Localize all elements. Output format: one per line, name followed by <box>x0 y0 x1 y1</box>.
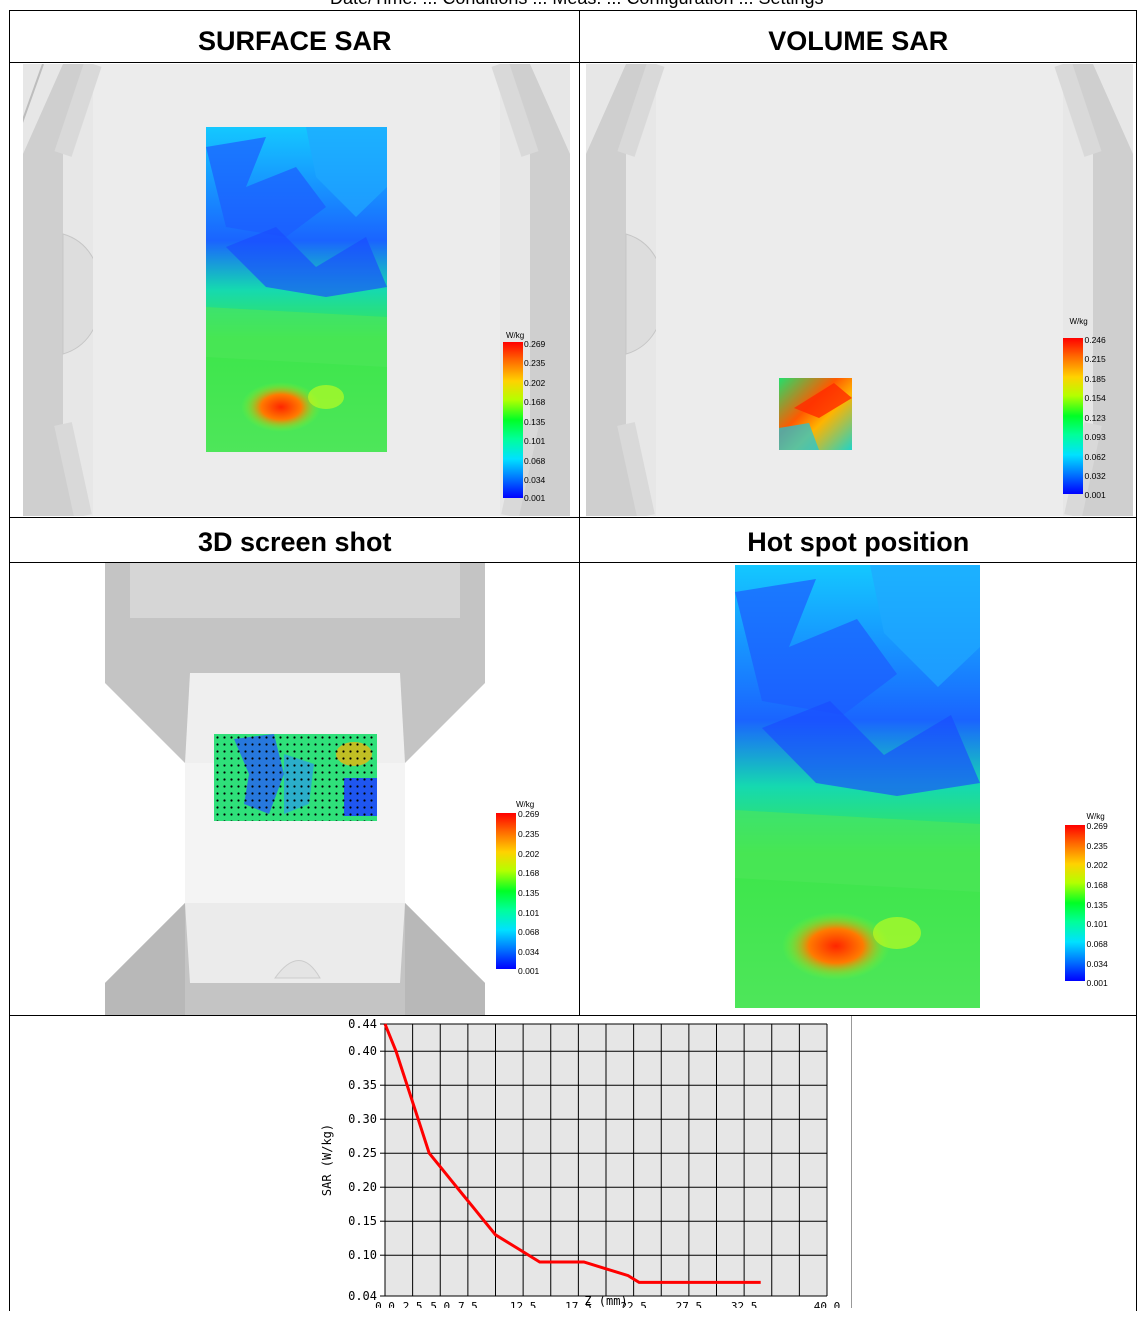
screenshot-tick-4: 0.135 <box>518 888 540 898</box>
hotspot-cell: W/kg 0.269 0.235 0.202 0.168 0.135 0.101… <box>579 562 1137 1016</box>
hotspot-sar-map <box>735 565 981 1008</box>
y-tick-label: 0.20 <box>348 1180 377 1194</box>
surface-tick-0: 0.269 <box>524 339 546 349</box>
hotspot-tick-5: 0.101 <box>1086 919 1108 929</box>
hotspot-tick-6: 0.068 <box>1086 939 1108 949</box>
screenshot-title: 3D screen shot <box>197 527 392 557</box>
header-surface: SURFACE SAR <box>8 10 581 63</box>
surface-title: SURFACE SAR <box>197 26 392 56</box>
screenshot-tick-1: 0.235 <box>518 829 540 839</box>
x-tick-label: 32.5 <box>731 1300 758 1308</box>
top-fragment: Date/Time: ... Conditions ... Meas. ... … <box>330 0 824 8</box>
screenshot-colorbar <box>496 813 516 969</box>
volume-tick-8: 0.001 <box>1084 490 1106 500</box>
x-tick-label: 7.5 <box>458 1300 478 1308</box>
surface-sar-map <box>206 127 387 452</box>
grid-lines <box>384 1023 828 1297</box>
x-tick-label: 40.0 <box>814 1300 841 1308</box>
volume-tick-0: 0.246 <box>1084 335 1106 345</box>
volume-title: VOLUME SAR <box>768 26 949 56</box>
volume-tick-5: 0.093 <box>1084 432 1106 442</box>
sar-curve <box>383 1023 761 1284</box>
header-hotspot: Hot spot position <box>579 517 1137 563</box>
top-cut-text: Date/Time: ... Conditions ... Meas. ... … <box>0 0 1137 8</box>
hotspot-title: Hot spot position <box>747 527 970 557</box>
surface-tick-2: 0.202 <box>524 378 546 388</box>
screenshot-tick-2: 0.202 <box>518 849 540 859</box>
volume-tick-3: 0.154 <box>1084 393 1106 403</box>
screenshot-sar-map <box>214 734 377 821</box>
y-tick-label: 0.04 <box>348 1289 377 1303</box>
screenshot-tick-6: 0.068 <box>518 927 540 937</box>
header-screenshot: 3D screen shot <box>8 517 581 563</box>
y-tick-label: 0.35 <box>348 1078 377 1092</box>
screenshot-tick-7: 0.034 <box>518 947 540 957</box>
hotspot-tick-7: 0.034 <box>1086 959 1108 969</box>
volume-tick-1: 0.215 <box>1084 354 1106 364</box>
x-axis-label: Z (mm) <box>584 1294 627 1308</box>
hotspot-tick-4: 0.135 <box>1086 900 1108 910</box>
y-tick-label: 0.44 <box>348 1017 377 1031</box>
x-tick-label: 12.5 <box>510 1300 537 1308</box>
volume-tick-7: 0.032 <box>1084 471 1106 481</box>
phantom-frame <box>586 63 1134 517</box>
zscan-cell: 0.44 0.40 0.35 0.30 0.25 0.20 0.15 0.10 0.04 0.0… <box>9 1015 1137 1313</box>
y-tick-label: 0.25 <box>348 1146 377 1160</box>
screenshot-cell: W/kg 0.269 0.235 0.202 0.168 0.135 0.101… <box>8 562 581 1016</box>
y-tick-labels: 0.44 0.40 0.35 0.30 0.25 0.20 0.15 0.10 0.04 <box>348 1017 385 1303</box>
screenshot-tick-8: 0.001 <box>518 966 540 976</box>
hotspot-tick-0: 0.269 <box>1086 821 1108 831</box>
zscan-panel: 0.44 0.40 0.35 0.30 0.25 0.20 0.15 0.10 0.04 0.0… <box>10 1016 1136 1313</box>
volume-panel: W/kg 0.246 0.215 0.185 0.154 0.123 0.093… <box>580 63 1136 517</box>
screenshot-tick-5: 0.101 <box>518 908 540 918</box>
phantom-background: W/kg 0.269 0.235 0.202 0.168 0.135 0.101… <box>17 63 570 517</box>
report-table: SURFACE SAR VOLUME SAR <box>8 10 1137 1313</box>
phantom-frame <box>17 63 570 517</box>
surface-tick-8: 0.001 <box>524 493 546 503</box>
surface-cell: W/kg 0.269 0.235 0.202 0.168 0.135 0.101… <box>8 62 581 518</box>
x-tick-label: 0.0 <box>375 1300 395 1308</box>
hotspot-tick-8: 0.001 <box>1086 978 1108 988</box>
y-axis-label: SAR (W/kg) <box>320 1124 334 1196</box>
y-tick-label: 0.15 <box>348 1214 377 1228</box>
volume-tick-2: 0.185 <box>1084 374 1106 384</box>
screenshot-tick-3: 0.168 <box>518 868 540 878</box>
hotspot-tick-2: 0.202 <box>1086 860 1108 870</box>
hotspot-tick-3: 0.168 <box>1086 880 1108 890</box>
surface-tick-6: 0.068 <box>524 456 546 466</box>
volume-cell: W/kg 0.246 0.215 0.185 0.154 0.123 0.093… <box>579 62 1137 518</box>
volume-cbar-unit: W/kg <box>1069 317 1088 326</box>
screenshot-panel: W/kg 0.269 0.235 0.202 0.168 0.135 0.101… <box>10 563 579 1015</box>
volume-sar-map <box>779 378 853 450</box>
hotspot-tick-1: 0.235 <box>1086 841 1108 851</box>
x-tick-label: 2.5 <box>403 1300 423 1308</box>
screenshot-cbar-unit: W/kg <box>516 800 535 809</box>
phantom-background: W/kg 0.246 0.215 0.185 0.154 0.123 0.093… <box>586 63 1134 517</box>
surface-tick-3: 0.168 <box>524 397 546 407</box>
surface-tick-1: 0.235 <box>524 358 546 368</box>
y-tick-label: 0.40 <box>348 1044 377 1058</box>
screenshot-tick-0: 0.269 <box>518 809 540 819</box>
surface-cbar-unit: W/kg <box>506 331 525 340</box>
hotspot-colorbar <box>1065 825 1086 981</box>
surface-panel: W/kg 0.269 0.235 0.202 0.168 0.135 0.101… <box>10 63 579 517</box>
header-volume: VOLUME SAR <box>579 10 1137 63</box>
volume-tick-4: 0.123 <box>1084 413 1106 423</box>
surface-tick-5: 0.101 <box>524 436 546 446</box>
hotspot-panel: W/kg 0.269 0.235 0.202 0.168 0.135 0.101… <box>580 563 1136 1015</box>
surface-colorbar <box>503 342 523 498</box>
surface-tick-4: 0.135 <box>524 417 546 427</box>
volume-tick-6: 0.062 <box>1084 452 1106 462</box>
sar-vs-z-chart: 0.44 0.40 0.35 0.30 0.25 0.20 0.15 0.10 0.04 0.0… <box>320 1017 841 1313</box>
surface-tick-7: 0.034 <box>524 475 546 485</box>
x-tick-label: 5.0 <box>430 1300 450 1308</box>
x-tick-label: 27.5 <box>676 1300 703 1308</box>
volume-colorbar <box>1063 338 1084 494</box>
y-tick-label: 0.30 <box>348 1112 377 1126</box>
hotspot-cbar-unit: W/kg <box>1086 812 1105 821</box>
y-tick-label: 0.10 <box>348 1248 377 1262</box>
zscan-chart-frame: 0.44 0.40 0.35 0.30 0.25 0.20 0.15 0.10 0.04 0.0… <box>313 1016 852 1313</box>
